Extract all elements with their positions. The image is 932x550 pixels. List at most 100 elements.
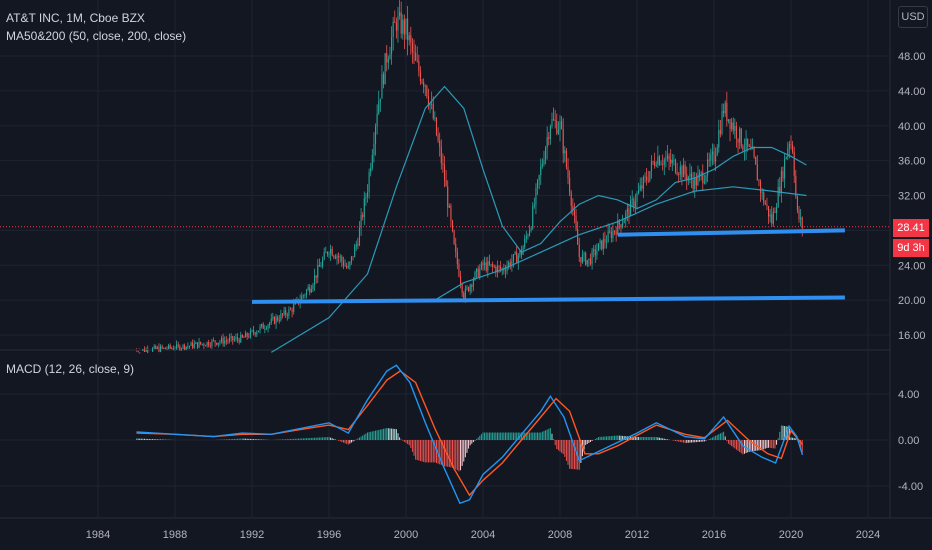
candle-body	[557, 129, 559, 134]
candle-body	[500, 266, 502, 270]
candle-body	[492, 264, 494, 267]
candle-body	[155, 346, 157, 350]
candle-body	[227, 340, 229, 342]
candle-body	[437, 134, 439, 141]
candle-body	[338, 256, 340, 258]
candle-body	[663, 159, 665, 165]
candle-body	[461, 283, 463, 293]
candle-body	[166, 349, 168, 350]
candle-body	[330, 248, 332, 254]
candle-body	[376, 113, 378, 127]
candle-body	[617, 220, 619, 235]
ma-legend[interactable]: MA50&200 (50, close, 200, close)	[6, 29, 187, 43]
candle-body	[459, 276, 462, 284]
candle-body	[504, 270, 507, 272]
y-tick-label: 20.00	[898, 295, 926, 307]
candle-body	[703, 181, 705, 184]
candle-body	[708, 159, 710, 161]
candle-body	[281, 313, 284, 315]
candle-body	[177, 344, 179, 346]
candle-body	[147, 349, 149, 354]
candle-body	[519, 250, 521, 256]
candle-body	[171, 348, 173, 350]
candle-body	[607, 231, 609, 242]
candle-body	[237, 337, 239, 340]
candle-body	[556, 121, 558, 134]
candle-body	[399, 12, 401, 17]
candle-body	[679, 166, 681, 175]
candle-body	[801, 217, 803, 228]
candle-body	[161, 346, 163, 349]
candle-body	[230, 336, 232, 338]
candle-body	[761, 192, 763, 194]
candle-body	[185, 346, 187, 351]
candle-body	[211, 340, 213, 347]
symbol-legend[interactable]: AT&T INC, 1M, Cboe BZX	[6, 11, 145, 25]
candle-body	[445, 179, 447, 187]
candle-body	[702, 172, 704, 184]
candle-body	[784, 158, 786, 179]
candle-body	[731, 122, 733, 130]
candle-body	[747, 138, 749, 147]
x-tick-label: 1988	[163, 529, 187, 541]
candle-body	[480, 262, 482, 269]
candle-body	[174, 349, 176, 351]
candle-body	[188, 346, 190, 347]
candle-body	[429, 103, 431, 106]
candle-body	[421, 81, 423, 83]
candle-body	[169, 345, 171, 349]
candle-body	[472, 279, 474, 287]
candle-body	[790, 143, 792, 145]
candle-body	[302, 295, 304, 297]
candle-body	[764, 202, 766, 205]
candle-body	[370, 167, 372, 173]
candle-body	[358, 227, 361, 246]
candle-body	[232, 336, 234, 341]
candle-body	[732, 122, 734, 131]
candle-body	[354, 246, 356, 258]
candle-body	[642, 177, 644, 189]
candle-body	[206, 342, 208, 346]
candle-body	[496, 266, 498, 273]
candle-body	[322, 259, 324, 267]
macd-tick-label: -4.00	[898, 481, 923, 493]
candle-body	[362, 215, 364, 217]
candle-body	[665, 159, 667, 160]
candle-body	[249, 330, 251, 337]
candle-body	[705, 175, 707, 182]
candle-body	[609, 231, 611, 233]
macd-legend[interactable]: MACD (12, 26, close, 9)	[6, 362, 135, 376]
candle-body	[256, 332, 258, 335]
candle-body	[352, 256, 354, 258]
candle-body	[373, 143, 375, 156]
candle-body	[729, 119, 731, 130]
candle-body	[716, 147, 718, 156]
candle-body	[735, 125, 738, 140]
candle-body	[397, 16, 399, 31]
currency-button[interactable]: USD	[898, 6, 928, 28]
candle-body	[673, 159, 675, 161]
candle-body	[240, 334, 242, 343]
candle-body	[158, 347, 160, 353]
candle-body	[618, 220, 620, 225]
candle-body	[715, 155, 717, 162]
candle-body	[536, 180, 539, 188]
candle-body	[727, 119, 729, 122]
candle-body	[426, 85, 428, 97]
x-tick-label: 2012	[625, 529, 649, 541]
candle-body	[511, 261, 513, 267]
candle-body	[625, 212, 627, 221]
candle-body	[785, 156, 787, 159]
candle-body	[650, 161, 652, 172]
candle-body	[658, 156, 661, 165]
candle-body	[273, 317, 276, 324]
candle-body	[216, 342, 218, 345]
candle-body	[153, 346, 155, 349]
candle-body	[652, 161, 654, 163]
candle-body	[655, 164, 657, 166]
candle-body	[203, 343, 205, 346]
candle-body	[387, 59, 389, 63]
candle-body	[410, 35, 412, 43]
candle-body	[272, 317, 274, 319]
